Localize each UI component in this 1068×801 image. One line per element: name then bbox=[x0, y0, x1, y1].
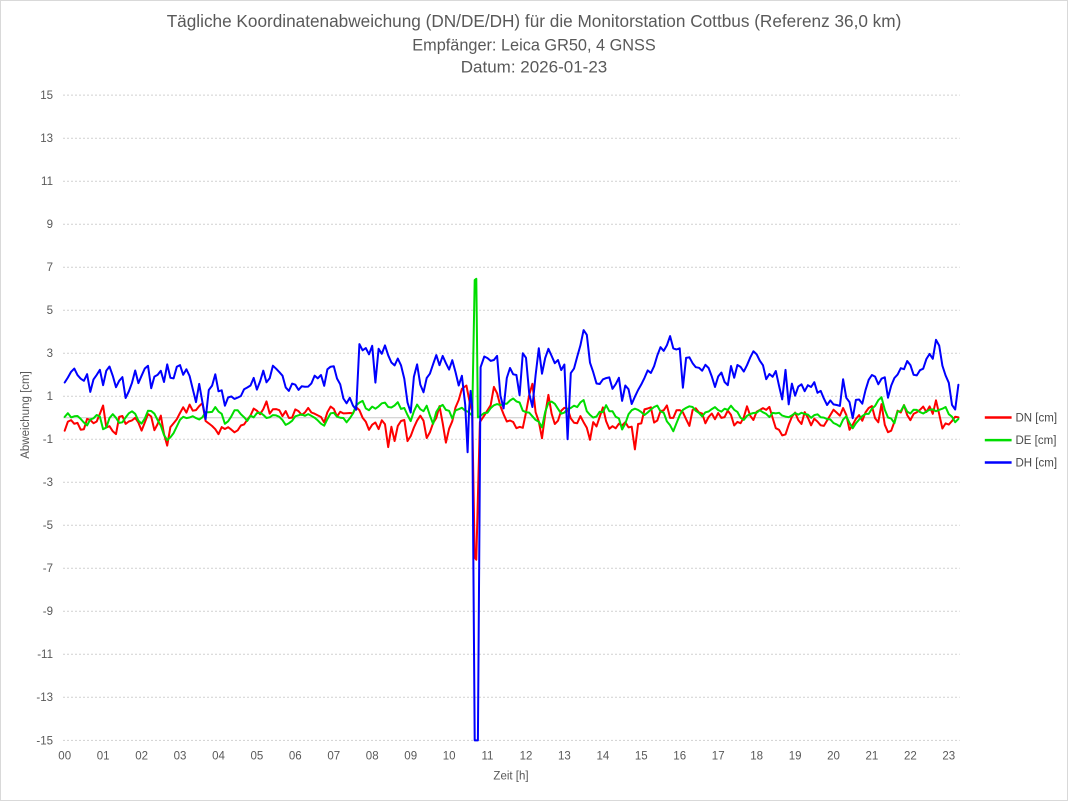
svg-text:5: 5 bbox=[47, 305, 53, 317]
svg-text:04: 04 bbox=[212, 751, 225, 763]
svg-text:07: 07 bbox=[327, 751, 340, 763]
svg-text:15: 15 bbox=[40, 90, 53, 102]
svg-text:20: 20 bbox=[827, 751, 840, 763]
svg-text:-9: -9 bbox=[43, 606, 53, 618]
svg-text:11: 11 bbox=[482, 751, 494, 763]
svg-text:9: 9 bbox=[47, 219, 53, 231]
svg-text:09: 09 bbox=[404, 751, 417, 763]
svg-text:DN [cm]: DN [cm] bbox=[1016, 412, 1058, 424]
svg-text:-15: -15 bbox=[36, 735, 53, 747]
svg-text:-11: -11 bbox=[37, 649, 53, 661]
svg-text:DE [cm]: DE [cm] bbox=[1016, 435, 1057, 447]
svg-text:-5: -5 bbox=[43, 520, 53, 532]
svg-text:10: 10 bbox=[443, 751, 456, 763]
svg-text:02: 02 bbox=[135, 751, 148, 763]
svg-text:01: 01 bbox=[97, 751, 110, 763]
svg-text:00: 00 bbox=[58, 751, 71, 763]
svg-text:05: 05 bbox=[251, 751, 264, 763]
svg-text:17: 17 bbox=[712, 751, 725, 763]
svg-text:1: 1 bbox=[47, 391, 53, 403]
svg-text:-3: -3 bbox=[43, 477, 53, 489]
svg-text:16: 16 bbox=[673, 751, 686, 763]
svg-text:03: 03 bbox=[174, 751, 187, 763]
svg-text:DH [cm]: DH [cm] bbox=[1016, 457, 1058, 469]
svg-text:21: 21 bbox=[866, 751, 879, 763]
svg-text:3: 3 bbox=[47, 348, 53, 360]
svg-text:12: 12 bbox=[520, 751, 533, 763]
svg-text:-7: -7 bbox=[43, 563, 53, 575]
svg-text:Abweichung [cm]: Abweichung [cm] bbox=[20, 371, 32, 459]
svg-text:7: 7 bbox=[47, 262, 53, 274]
svg-text:15: 15 bbox=[635, 751, 648, 763]
svg-text:06: 06 bbox=[289, 751, 302, 763]
svg-text:-1: -1 bbox=[43, 434, 53, 446]
svg-text:14: 14 bbox=[597, 751, 610, 763]
svg-text:Tägliche Koordinatenabweichung: Tägliche Koordinatenabweichung (DN/DE/DH… bbox=[167, 11, 902, 31]
svg-text:13: 13 bbox=[558, 751, 571, 763]
svg-text:Datum: 2026-01-23: Datum: 2026-01-23 bbox=[461, 58, 607, 77]
svg-text:22: 22 bbox=[904, 751, 917, 763]
svg-text:Zeit [h]: Zeit [h] bbox=[493, 771, 528, 783]
svg-text:Empfänger: Leica GR50, 4 GNSS: Empfänger: Leica GR50, 4 GNSS bbox=[412, 37, 656, 55]
svg-text:13: 13 bbox=[40, 133, 53, 145]
svg-text:08: 08 bbox=[366, 751, 379, 763]
svg-text:23: 23 bbox=[942, 751, 955, 763]
svg-text:19: 19 bbox=[789, 751, 802, 763]
svg-text:-13: -13 bbox=[36, 692, 53, 704]
svg-text:18: 18 bbox=[750, 751, 763, 763]
svg-text:11: 11 bbox=[41, 176, 53, 188]
